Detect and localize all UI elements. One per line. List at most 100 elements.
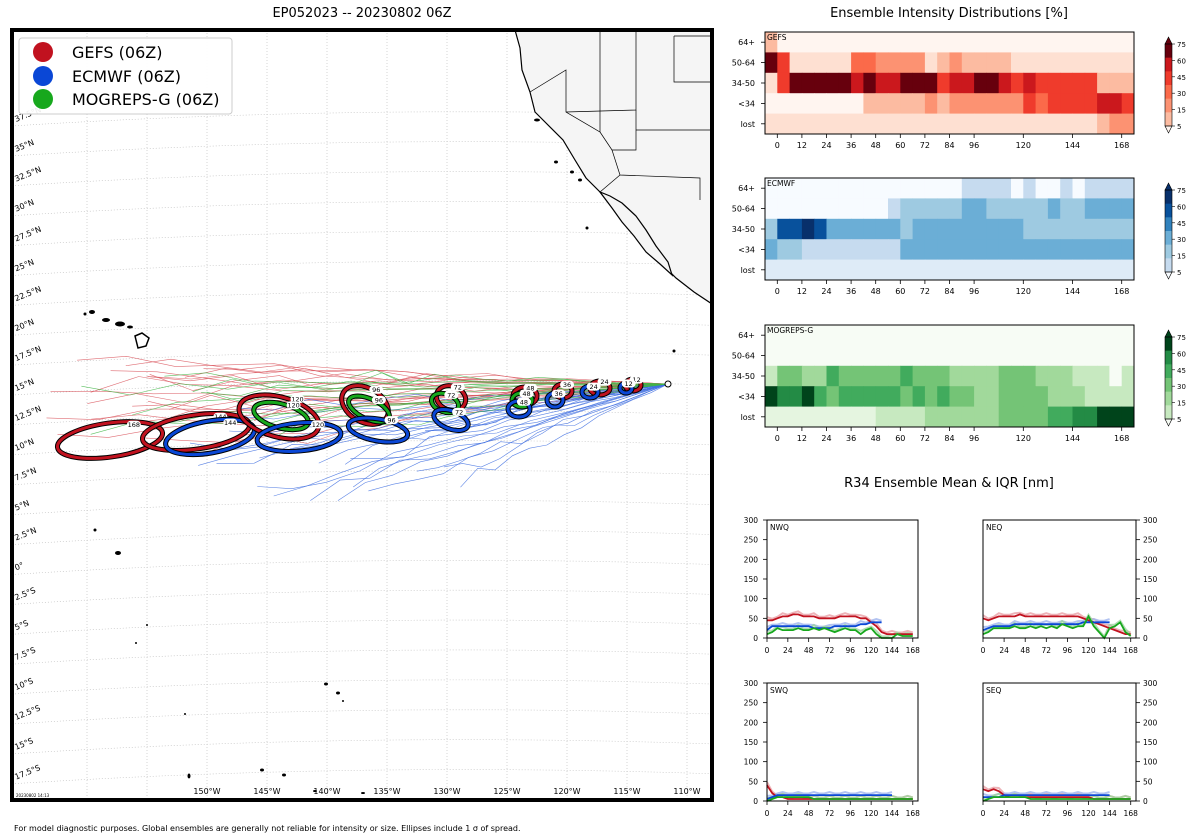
heatmap-cell — [1060, 345, 1073, 367]
heatmap-cell — [1023, 72, 1036, 94]
heatmap-cell — [863, 72, 877, 94]
heatmap-cell — [801, 198, 815, 220]
heatmap-cell — [851, 198, 864, 220]
heatmap-cell — [1035, 345, 1049, 367]
heatmap-cell — [851, 93, 864, 114]
heatmap-cell — [789, 325, 803, 346]
heatmap-cell — [1047, 386, 1061, 407]
heatmap-cell — [1023, 178, 1036, 199]
heatmap-cell — [863, 113, 877, 135]
heatmap-cell — [949, 32, 963, 53]
heatmap-cell — [949, 218, 963, 240]
forecast-hour-label: 72 — [455, 408, 463, 416]
x-tick-label: 24 — [821, 141, 831, 150]
heatmap-cell — [1035, 218, 1049, 240]
heatmap-cell — [826, 93, 840, 114]
heatmap-cell — [1023, 345, 1036, 367]
heatmap-cell — [801, 178, 815, 199]
x-tick-label: 96 — [969, 287, 979, 296]
heatmap-cell — [1060, 178, 1073, 199]
heatmap-cell — [801, 218, 815, 240]
heatmap-cell — [888, 386, 901, 407]
heatmap-cell — [1047, 325, 1061, 346]
heatmap-cell — [777, 218, 790, 240]
footer-note: For model diagnostic purposes. Global en… — [14, 824, 521, 833]
mogreps-member-track — [164, 372, 669, 385]
heatmap-cell — [1097, 93, 1110, 114]
heatmap-cell — [789, 198, 803, 220]
heatmap-cell — [863, 406, 877, 428]
parallel — [12, 739, 712, 755]
heatmap-cell — [838, 365, 852, 387]
y-tick-label: 0 — [753, 634, 758, 643]
heatmap-cell — [826, 406, 840, 428]
heatmap-cell — [838, 218, 852, 240]
hour-label-bg — [516, 397, 531, 406]
heatmap-cell — [1072, 386, 1086, 407]
colorbar-tick-label: 15 — [1177, 400, 1186, 408]
x-tick-label: 144 — [1065, 287, 1080, 296]
heatmap-cell — [1109, 93, 1123, 114]
colorbar-segment — [1165, 85, 1172, 100]
heatmap-cell — [789, 345, 803, 367]
heatmap-cell — [949, 406, 963, 428]
x-tick-label: 24 — [783, 809, 793, 818]
heatmap-cell — [1121, 178, 1135, 199]
forecast-hour-label: 24 — [600, 378, 608, 386]
heatmap-cell — [1035, 325, 1049, 346]
heatmap-cell — [826, 239, 840, 260]
heatmap-cell — [937, 239, 950, 260]
x-tick-label: 120 — [1016, 141, 1031, 150]
y-tick-label: 250 — [744, 699, 759, 708]
mogreps-member-track — [132, 383, 669, 416]
heatmap-cell — [900, 178, 913, 199]
r34-panel-label: NEQ — [986, 523, 1002, 532]
heatmap-cell — [1047, 72, 1061, 94]
heatmap-cell — [1097, 345, 1110, 367]
heatmap-cell — [851, 178, 864, 199]
hour-label-bg — [310, 420, 325, 429]
row-label: 50-64 — [732, 59, 755, 68]
colorbar-segment — [1165, 203, 1172, 218]
forecast-hour-label: 48 — [522, 390, 530, 398]
heatmap-cell — [1011, 198, 1024, 220]
heatmap-cell — [1060, 239, 1073, 260]
row-label: 64+ — [738, 184, 755, 193]
heatmap-cell — [1011, 406, 1024, 428]
heatmap-cell — [961, 178, 975, 199]
colorbar-segment — [1165, 44, 1172, 59]
x-tick-label: 96 — [969, 434, 979, 443]
hour-label-bg — [452, 407, 467, 416]
hour-label-bg — [384, 416, 399, 425]
heatmap-cell — [900, 218, 913, 240]
x-tick-label: 120 — [1016, 287, 1031, 296]
heatmap-cell — [888, 218, 901, 240]
x-tick-label: 0 — [775, 287, 780, 296]
heatmap-cell — [961, 32, 975, 53]
x-tick-label: 96 — [1063, 809, 1073, 818]
colorbar-segment — [1165, 217, 1172, 232]
heatmap-cell — [801, 386, 815, 407]
heatmap-cell — [1109, 386, 1123, 407]
x-tick-label: 48 — [871, 287, 881, 296]
heatmap-cell — [826, 386, 840, 407]
ecmwf-member-track — [443, 383, 669, 468]
legend-entry-gefs: GEFS (06Z) — [33, 42, 162, 62]
heatmap-cell — [863, 198, 877, 220]
heatmap-cell — [1084, 218, 1098, 240]
heatmap-cell — [1035, 178, 1049, 199]
heatmap-cell — [1047, 365, 1061, 387]
heatmap-cell — [888, 406, 901, 428]
heatmap-cell — [974, 259, 987, 281]
colorbar-segment — [1165, 112, 1172, 127]
heatmap-cell — [1084, 93, 1098, 114]
heatmap-cell — [863, 93, 877, 114]
heatmap-cell — [1097, 365, 1110, 387]
heatmap-cell — [1072, 72, 1086, 94]
heatmap-cell — [801, 52, 815, 74]
heatmap-cell — [875, 198, 889, 220]
heatmap-cell — [765, 32, 778, 53]
heatmap-cell — [924, 218, 938, 240]
legend-label-mogreps: MOGREPS-G (06Z) — [72, 90, 219, 109]
mean-line-ecmwf — [982, 621, 1110, 631]
